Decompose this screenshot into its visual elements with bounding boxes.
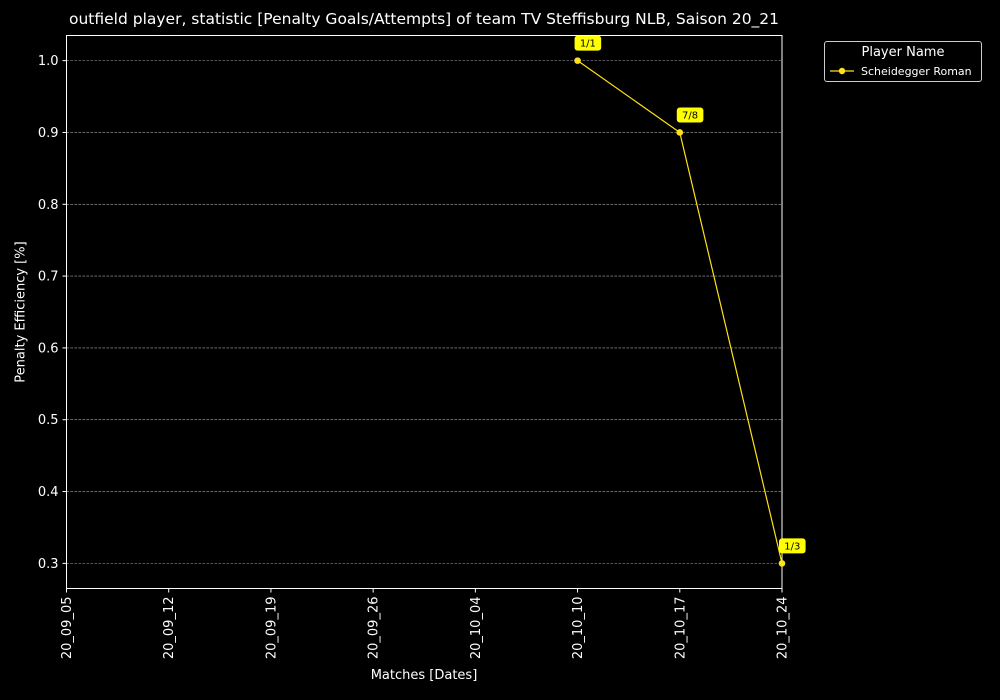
x-tick-label: 20_10_17 xyxy=(673,597,688,660)
data-point xyxy=(778,560,786,567)
x-axis-label: Matches [Dates] xyxy=(370,668,478,683)
axis-ticks: 0.3 0.4 0.5 0.6 0.7 0.8 0.9 1.0 20_09_05 20_09_12… xyxy=(38,54,791,659)
series-line xyxy=(577,60,783,564)
y-tick-label: 0.4 xyxy=(38,485,59,500)
y-tick-label: 0.6 xyxy=(38,341,59,356)
legend-title: Player Name xyxy=(861,45,945,60)
series-layer: 1/1 7/8 1/3 xyxy=(574,35,806,567)
data-label: 1/1 xyxy=(580,39,596,50)
x-tick-label: 20_09_12 xyxy=(162,597,177,660)
y-tick-label: 0.5 xyxy=(38,413,59,428)
data-label-box xyxy=(779,538,806,554)
plot-frame xyxy=(66,35,783,589)
data-label-box xyxy=(676,107,704,123)
y-axis-label: Penalty Efficiency [%] xyxy=(13,241,29,383)
chart-title: outfield player, statistic [Penalty Goal… xyxy=(68,10,780,28)
x-tick-label: 20_10_24 xyxy=(776,597,791,660)
y-tick-label: 0.7 xyxy=(38,270,59,285)
y-tick-label: 1.0 xyxy=(38,54,59,69)
x-tick-label: 20_10_10 xyxy=(571,597,586,660)
y-tick-label: 0.9 xyxy=(38,126,59,141)
legend: Player Name Scheidegger Roman xyxy=(824,41,982,82)
data-label: 1/3 xyxy=(784,541,800,552)
x-tick-label: 20_09_05 xyxy=(60,597,75,660)
data-label-box xyxy=(574,35,602,51)
x-tick-label: 20_09_26 xyxy=(367,597,382,660)
data-point xyxy=(676,129,684,136)
y-tick-label: 0.3 xyxy=(38,557,59,572)
data-point xyxy=(574,57,581,64)
legend-marker-icon xyxy=(830,67,854,75)
legend-entry-label: Scheidegger Roman xyxy=(861,65,972,78)
grid-lines xyxy=(66,60,782,564)
x-tick-label: 20_10_04 xyxy=(469,597,484,660)
data-label: 7/8 xyxy=(682,110,698,121)
y-tick-label: 0.8 xyxy=(38,198,59,213)
x-tick-label: 20_09_19 xyxy=(264,597,279,660)
